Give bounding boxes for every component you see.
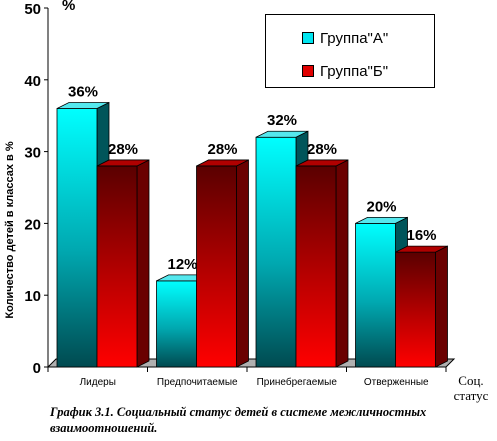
bar xyxy=(96,165,138,368)
y-tick-label: 50 xyxy=(24,1,41,18)
bar-top xyxy=(56,102,110,109)
y-tick-label: 20 xyxy=(24,216,41,233)
legend-label-group-b: Группа"Б" xyxy=(320,62,389,80)
x-tick-label: Отверженные xyxy=(364,377,429,388)
data-label: 20% xyxy=(366,198,396,215)
figure-caption: График 3.1. Социальный статус детей в си… xyxy=(50,405,427,435)
legend: Группа"А" Группа"Б" xyxy=(265,14,435,88)
legend-item-group-b: Группа"Б" xyxy=(302,62,389,80)
data-label: 16% xyxy=(406,227,436,244)
y-tick-label: 0 xyxy=(33,360,41,377)
legend-swatch-group-b xyxy=(302,65,314,77)
legend-swatch-group-a xyxy=(302,32,314,44)
y-tick-label: 10 xyxy=(24,288,41,305)
y-unit-label: % xyxy=(62,0,75,14)
x-tick-label: Лидеры xyxy=(80,377,116,388)
bar-side xyxy=(236,159,249,368)
data-label: 28% xyxy=(307,141,337,158)
bar xyxy=(295,165,337,368)
bar-top xyxy=(96,159,150,167)
bar-side xyxy=(136,159,150,368)
y-tick-label: 30 xyxy=(24,145,41,162)
data-label: 36% xyxy=(68,84,98,101)
bar xyxy=(355,222,396,368)
data-label: 12% xyxy=(167,256,197,273)
legend-label-group-a: Группа"А" xyxy=(320,29,389,47)
x-axis-label: Соц. статус xyxy=(453,373,489,403)
bar-side xyxy=(435,245,448,368)
bar-top xyxy=(295,159,349,167)
legend-item-group-a: Группа"А" xyxy=(302,29,389,47)
bar xyxy=(56,108,98,368)
bar xyxy=(156,280,197,368)
bar xyxy=(196,165,237,368)
bar-top xyxy=(355,216,408,224)
bar-side xyxy=(335,159,349,368)
bar-top xyxy=(196,159,249,167)
data-label: 28% xyxy=(207,141,237,158)
data-label: 28% xyxy=(108,141,138,158)
y-tick-label: 40 xyxy=(24,73,41,90)
bar-top xyxy=(395,245,448,253)
data-label: 32% xyxy=(267,112,297,129)
x-tick-label: Принебрегаемые xyxy=(257,376,338,388)
x-tick-label: Предпочитаемые xyxy=(157,377,238,388)
bar-top xyxy=(255,130,309,138)
y-axis-label: Количество детей в классах в % xyxy=(4,141,16,318)
bar xyxy=(255,136,297,368)
bar xyxy=(395,251,436,368)
